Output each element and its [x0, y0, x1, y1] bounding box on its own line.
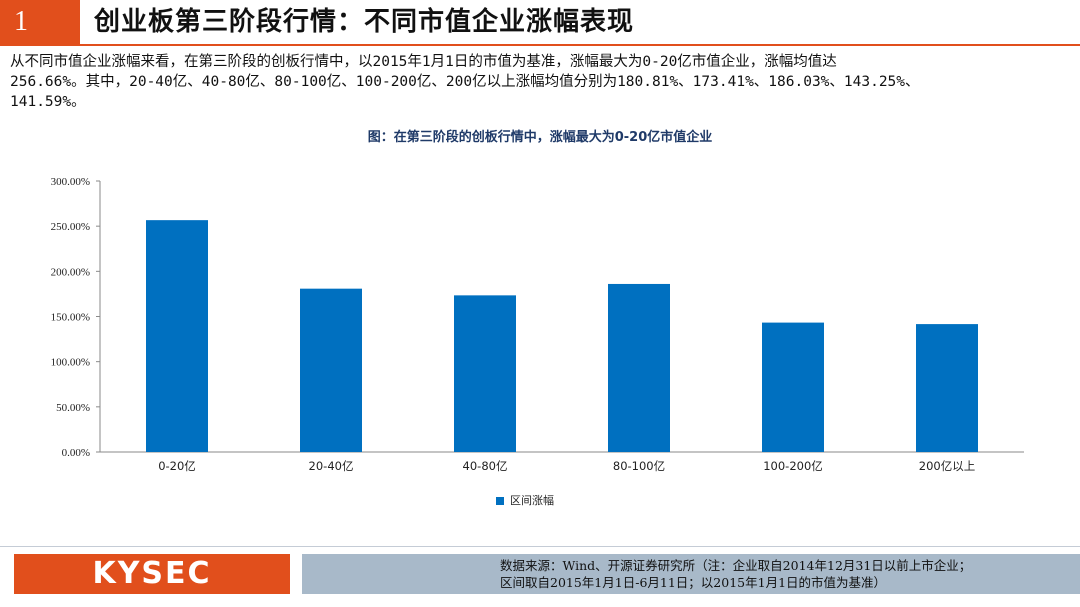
footer-divider — [0, 546, 1080, 547]
bar — [454, 295, 516, 452]
y-tick-label: 300.00% — [51, 176, 90, 188]
y-tick-label: 50.00% — [56, 402, 90, 414]
bar — [300, 288, 362, 452]
y-tick-label: 200.00% — [51, 266, 90, 278]
bar — [146, 220, 208, 452]
y-tick-label: 250.00% — [51, 221, 90, 233]
summary-line-2: 256.66%。其中，20-40亿、40-80亿、80-100亿、100-200… — [10, 74, 920, 90]
brand-logo: KYSEC — [14, 554, 290, 594]
x-tick-label: 80-100亿 — [613, 459, 665, 473]
source-line-1: 数据来源：Wind、开源证券研究所（注：企业取自2014年12月31日以前上市企… — [500, 558, 972, 573]
header-divider — [0, 44, 1080, 46]
bar — [762, 322, 824, 452]
legend-label: 区间涨幅 — [510, 494, 554, 507]
x-tick-label: 40-80亿 — [463, 459, 508, 473]
bar — [608, 283, 670, 452]
legend-swatch — [496, 497, 504, 505]
x-tick-label: 200亿以上 — [919, 459, 975, 473]
x-tick-label: 20-40亿 — [309, 459, 354, 473]
chart-title: 图：在第三阶段的创板行情中，涨幅最大为0-20亿市值企业 — [367, 130, 713, 145]
y-tick-label: 0.00% — [62, 447, 90, 459]
page-title: 创业板第三阶段行情：不同市值企业涨幅表现 — [94, 7, 635, 37]
source-note: 数据来源：Wind、开源证券研究所（注：企业取自2014年12月31日以前上市企… — [302, 554, 1080, 594]
y-tick-label: 150.00% — [51, 312, 90, 324]
section-number: 1 — [0, 0, 80, 44]
x-tick-label: 100-200亿 — [763, 459, 823, 473]
source-note-text: 数据来源：Wind、开源证券研究所（注：企业取自2014年12月31日以前上市企… — [500, 557, 1060, 591]
summary-line-3: 141.59%。 — [10, 94, 86, 110]
summary-paragraph: 从不同市值企业涨幅来看，在第三阶段的创板行情中，以2015年1月1日的市值为基准… — [10, 52, 1072, 112]
source-line-2: 区间取自2015年1月1日-6月11日；以2015年1月1日的市值为基准） — [500, 575, 887, 590]
bar — [916, 324, 978, 452]
chart-legend: 区间涨幅 — [496, 492, 554, 508]
y-tick-label: 100.00% — [51, 357, 90, 369]
summary-line-1: 从不同市值企业涨幅来看，在第三阶段的创板行情中，以2015年1月1日的市值为基准… — [10, 54, 837, 70]
bar-chart: 0.00% 50.00% 100.00% 150.00% 200.00% 250.00% 3… — [51, 176, 1024, 473]
x-tick-label: 0-20亿 — [158, 459, 196, 473]
brand-logo-text: KYSEC — [92, 556, 212, 591]
